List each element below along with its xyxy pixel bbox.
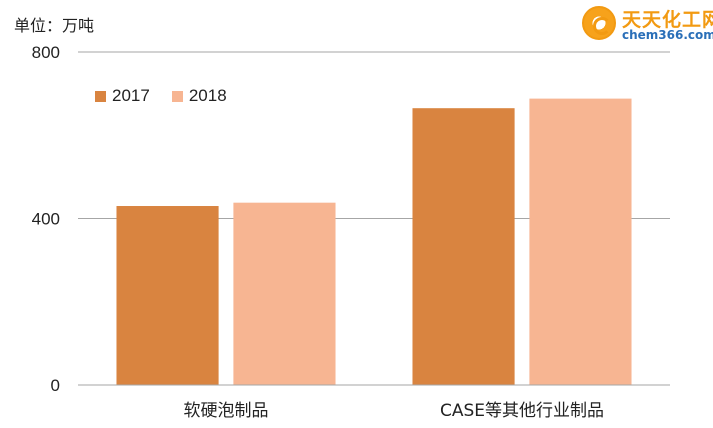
y-tick-label-800: 800 [32, 43, 60, 62]
x-category-label-1: CASE等其他行业制品 [440, 401, 604, 421]
y-tick-label-0: 0 [51, 376, 60, 395]
y-tick-label-400: 400 [32, 210, 60, 229]
legend: 2017 2018 [95, 86, 249, 106]
legend-label-2017: 2017 [112, 86, 150, 105]
x-category-label-0: 软硬泡制品 [184, 401, 269, 421]
chem366-logo-icon [582, 6, 616, 40]
watermark-logo: 天天化工网 chem366.com [582, 4, 713, 44]
bar-2017-1 [412, 108, 515, 385]
legend-label-2018: 2018 [188, 86, 227, 105]
bar-2018-0 [233, 202, 336, 385]
watermark-title: 天天化工网 [622, 9, 713, 31]
legend-swatch-2018 [171, 90, 183, 102]
legend-item-2017: 2017 [95, 86, 150, 106]
bar-2017-0 [116, 206, 219, 385]
legend-item-2018: 2018 [171, 86, 227, 106]
bar-2018-1 [529, 98, 632, 386]
unit-label: 单位：万吨 [14, 16, 95, 35]
watermark-subtitle: chem366.com [622, 28, 713, 42]
legend-swatch-2017 [95, 90, 106, 102]
